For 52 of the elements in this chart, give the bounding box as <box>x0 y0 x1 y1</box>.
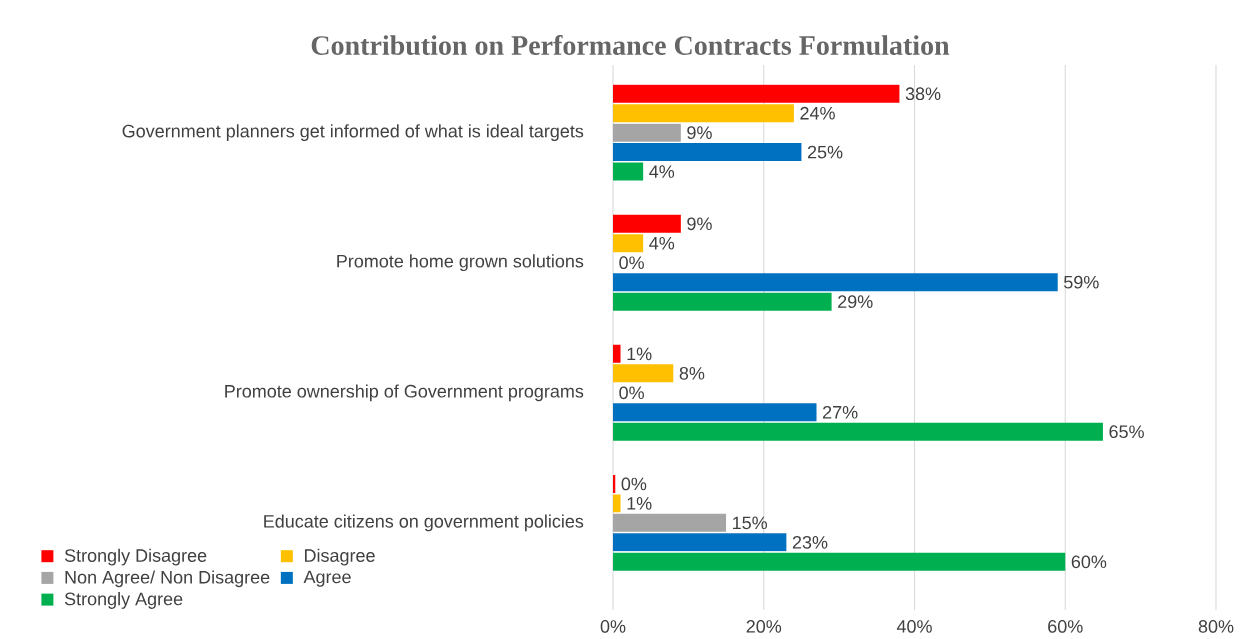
data-label: 0% <box>621 477 647 491</box>
data-label: 27% <box>823 405 858 419</box>
y-tick-label: Promote home grown solutions <box>337 254 584 272</box>
bar <box>613 234 644 253</box>
bar <box>613 494 621 513</box>
bar <box>613 162 644 181</box>
data-label: 4% <box>649 165 675 178</box>
bar <box>613 104 794 123</box>
chart-title: Contribution on Performance Contracts Formulation <box>311 34 950 56</box>
bar <box>613 364 674 383</box>
y-tick-label: Government planners get informed of what is ideal targets <box>122 124 584 142</box>
data-label: 65% <box>1109 425 1144 439</box>
bar <box>613 143 802 162</box>
x-tick-label: 0% <box>600 620 626 633</box>
data-label: 15% <box>733 516 768 530</box>
bar <box>613 403 817 422</box>
bar <box>613 552 1066 571</box>
data-label: 1% <box>627 347 652 361</box>
data-label: 59% <box>1064 275 1099 289</box>
legend-label: Disagree <box>305 548 375 566</box>
y-tick-label: Educate citizens on government policies <box>264 514 584 532</box>
legend-label: Agree <box>303 570 351 587</box>
x-tick-label: 80% <box>1198 620 1234 633</box>
x-tick-label: 20% <box>746 620 782 633</box>
data-label: 0% <box>619 386 644 400</box>
bar <box>613 513 727 532</box>
x-tick-label: 40% <box>896 620 932 633</box>
data-label: 23% <box>792 535 828 549</box>
x-tick-label: 60% <box>1048 620 1083 633</box>
data-label: 8% <box>679 366 705 380</box>
data-label: 29% <box>838 295 873 309</box>
bar <box>613 533 787 552</box>
legend-label: Non Agree/ Non Disagree <box>65 570 270 588</box>
data-label: 1% <box>627 497 652 510</box>
data-label: 24% <box>800 106 835 120</box>
bar <box>613 422 1103 441</box>
legend-label: Strongly Agree <box>64 592 183 609</box>
data-label: 60% <box>1071 555 1107 569</box>
data-label: 4% <box>649 236 675 250</box>
bar <box>613 292 832 311</box>
data-label: 25% <box>807 145 843 159</box>
bar <box>613 214 681 233</box>
bar <box>613 273 1058 292</box>
y-tick-label: Promote ownership of Government programs <box>225 384 584 402</box>
data-label: 9% <box>687 217 712 231</box>
legend-label: Strongly Disagree <box>64 548 207 566</box>
bar <box>613 344 621 363</box>
data-label: 9% <box>687 126 712 139</box>
bar <box>613 123 681 142</box>
data-label: 38% <box>905 87 941 101</box>
data-label: 0% <box>619 256 644 270</box>
bar <box>613 84 900 103</box>
